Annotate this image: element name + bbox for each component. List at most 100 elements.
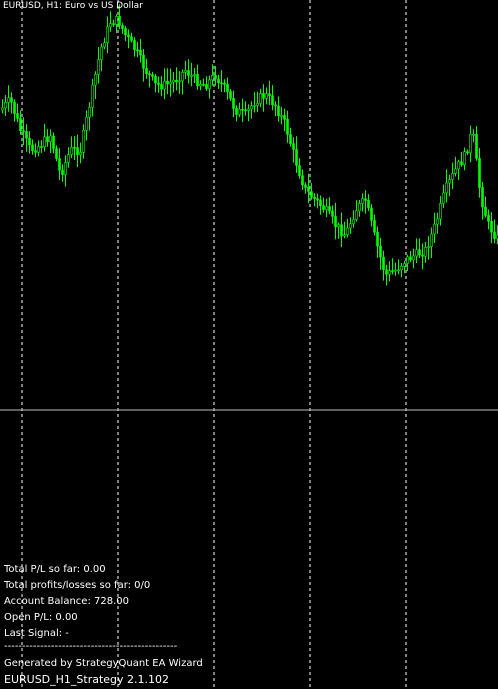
candle-body: [481, 187, 484, 208]
candle-body: [238, 108, 241, 115]
candle-body: [178, 80, 181, 83]
generated-by-text: Generated by StrategyQuant EA Wizard: [4, 658, 203, 669]
candle-body: [412, 255, 415, 261]
candle-body: [262, 93, 265, 99]
candle-body: [415, 249, 418, 257]
candle-body: [214, 75, 217, 80]
candle-body: [316, 198, 319, 201]
candle-body: [466, 151, 469, 154]
candle-body: [256, 103, 259, 106]
candle-body: [7, 97, 10, 103]
candle-body: [292, 143, 295, 150]
candle-body: [433, 223, 436, 235]
candle-body: [202, 84, 205, 86]
strategy-name-text: EURUSD_H1_Strategy 2.1.102: [4, 673, 170, 686]
candle-body: [217, 78, 220, 84]
total-pl-text: Total P/L so far: 0.00: [4, 564, 106, 575]
candle-body: [472, 134, 475, 136]
ea-info-panel: Total P/L so far: 0.00 Total profits/los…: [4, 562, 203, 688]
candle-body: [247, 108, 250, 111]
candle-body: [289, 134, 292, 144]
candle-body: [154, 76, 157, 84]
candle-body: [373, 220, 376, 233]
candle-body: [157, 82, 160, 85]
candle-body: [79, 152, 82, 156]
candle-body: [97, 59, 100, 75]
candle-body: [469, 134, 472, 154]
candle-body: [424, 247, 427, 257]
candle-body: [394, 269, 397, 272]
candle-body: [265, 93, 268, 99]
candle-body: [94, 74, 97, 86]
candle-body: [409, 256, 412, 260]
candle-body: [139, 49, 142, 56]
candle-body: [43, 136, 46, 148]
candle-body: [127, 34, 130, 38]
candle-body: [475, 134, 478, 159]
candle-body: [70, 147, 73, 155]
candle-body: [457, 161, 460, 170]
candle-body: [478, 158, 481, 188]
candle-body: [448, 179, 451, 184]
candle-body: [151, 74, 154, 77]
separator-line: ----------------------------------------…: [4, 641, 178, 652]
candle-body: [112, 23, 115, 25]
candle-body: [382, 256, 385, 271]
candle-body: [235, 108, 238, 115]
candle-body: [421, 254, 424, 257]
candle-body: [295, 149, 298, 166]
candle-body: [181, 72, 184, 82]
candle-body: [391, 270, 394, 272]
candle-body: [385, 269, 388, 275]
candle-body: [268, 93, 271, 96]
candle-body: [328, 206, 331, 212]
candle-body: [388, 270, 391, 275]
candle-body: [436, 218, 439, 225]
candle-body: [319, 199, 322, 207]
candle-body: [205, 84, 208, 89]
candle-body: [100, 46, 103, 60]
candle-body: [325, 206, 328, 210]
candle-body: [250, 105, 253, 110]
candle-body: [307, 187, 310, 192]
candle-body: [22, 130, 25, 132]
candle-body: [445, 182, 448, 194]
candle-body: [454, 168, 457, 174]
candle-body: [277, 105, 280, 117]
candle-body: [37, 146, 40, 153]
candle-body: [358, 203, 361, 212]
candle-body: [313, 196, 316, 199]
candle-body: [364, 198, 367, 201]
candle-body: [352, 219, 355, 225]
candle-body: [226, 84, 229, 92]
candle-body: [463, 151, 466, 165]
candle-body: [16, 113, 19, 119]
candle-body: [442, 192, 445, 204]
candle-body: [55, 148, 58, 159]
candle-body: [121, 25, 124, 29]
candle-body: [301, 175, 304, 186]
candle-body: [4, 102, 7, 109]
candle-body: [103, 42, 106, 48]
candle-body: [184, 70, 187, 73]
candle-body: [334, 216, 337, 227]
candle-body: [310, 191, 313, 198]
candle-body: [88, 107, 91, 118]
candle-body: [298, 165, 301, 176]
candle-body: [58, 158, 61, 171]
candle-body: [490, 221, 493, 233]
candle-body: [493, 231, 496, 240]
candle-body: [346, 227, 349, 236]
candle-body: [211, 75, 214, 81]
candle-body: [115, 15, 118, 25]
candle-body: [73, 147, 76, 149]
candle-body: [163, 80, 166, 90]
candle-body: [349, 223, 352, 229]
candle-body: [49, 135, 52, 143]
candle-body: [10, 97, 13, 103]
candle-body: [190, 75, 193, 77]
candle-body: [109, 23, 112, 28]
candle-body: [172, 79, 175, 83]
candle-body: [76, 147, 79, 155]
